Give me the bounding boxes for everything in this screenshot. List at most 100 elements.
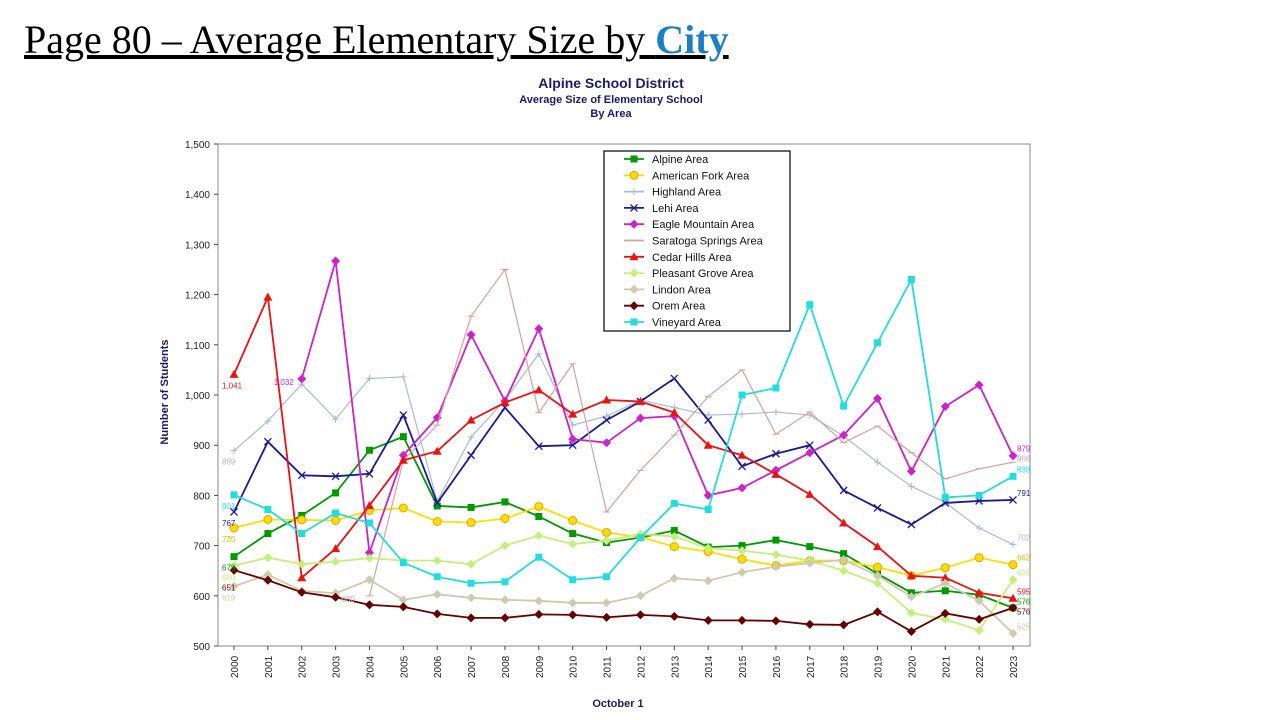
data-point — [635, 591, 645, 601]
data-point — [399, 433, 407, 441]
legend-entry: Lindon Area — [652, 284, 712, 296]
data-point — [331, 544, 341, 553]
x-tick-label: 2008 — [501, 655, 512, 678]
data-point — [500, 595, 510, 605]
data-point — [263, 570, 273, 580]
x-tick-label: 2011 — [603, 656, 614, 678]
data-point — [229, 581, 239, 591]
city-link[interactable]: City — [655, 17, 729, 62]
data-point — [399, 559, 407, 567]
data-point — [873, 503, 882, 512]
legend-entry: Eagle Mountain Area — [652, 219, 755, 231]
series-line — [233, 293, 1014, 600]
data-point — [229, 369, 239, 378]
data-point — [806, 301, 814, 309]
chart-subtitle: Average Size of Elementary School — [519, 94, 703, 106]
x-tick-label: 2020 — [907, 655, 918, 678]
data-point — [738, 391, 746, 399]
data-point — [263, 292, 273, 301]
data-point — [670, 499, 678, 507]
data-point — [629, 268, 639, 278]
data-point — [873, 607, 883, 617]
data-point — [568, 539, 578, 549]
data-point — [630, 155, 638, 163]
data-point — [635, 413, 645, 423]
data-point — [365, 374, 373, 382]
legend-entry: Highland Area — [652, 187, 722, 199]
data-point — [940, 402, 950, 412]
data-point — [907, 520, 916, 529]
data-point — [398, 602, 408, 612]
series-line — [233, 352, 1014, 546]
legend-entry: Lehi Area — [652, 203, 699, 215]
data-point — [569, 576, 577, 584]
data-point — [635, 610, 645, 620]
data-point — [805, 441, 814, 450]
y-tick-label: 800 — [193, 491, 210, 502]
data-point — [629, 284, 639, 294]
data-point — [805, 448, 815, 458]
data-point — [365, 469, 374, 478]
data-label: 595 — [1017, 587, 1031, 596]
data-point — [669, 573, 679, 583]
x-tick-label: 2014 — [704, 655, 715, 678]
data-point — [398, 503, 408, 513]
x-tick-label: 2010 — [569, 655, 580, 678]
data-point — [534, 609, 544, 619]
data-point — [603, 412, 611, 420]
data-point — [433, 498, 442, 507]
data-point — [602, 528, 612, 538]
data-point — [230, 491, 238, 499]
data-point — [332, 509, 340, 517]
data-label: 1,032 — [274, 378, 295, 387]
x-tick-label: 2018 — [840, 655, 851, 678]
chart-title: Alpine School District — [538, 75, 684, 91]
data-point — [399, 411, 408, 420]
data-point — [1008, 451, 1018, 461]
data-point — [399, 373, 407, 381]
data-point — [772, 384, 780, 392]
data-point — [331, 592, 341, 602]
series-lindon-area — [229, 555, 1018, 638]
data-point — [940, 578, 950, 588]
data-point — [703, 615, 713, 625]
data-point — [432, 517, 442, 527]
data-point — [974, 596, 984, 606]
data-point — [635, 397, 645, 406]
data-point — [535, 512, 543, 520]
data-point — [873, 542, 883, 551]
data-point — [737, 567, 747, 577]
data-point — [941, 587, 949, 595]
slide-title: Page 80 – Average Elementary Size by Cit… — [24, 16, 729, 63]
x-tick-label: 2006 — [433, 655, 444, 678]
data-point — [1008, 575, 1018, 585]
data-point — [298, 511, 306, 519]
data-point — [534, 501, 544, 511]
data-point — [975, 524, 983, 532]
data-point — [839, 430, 849, 440]
data-point — [874, 458, 882, 466]
data-point — [364, 553, 374, 563]
data-point — [534, 531, 544, 541]
data-point — [703, 576, 713, 586]
data-point — [264, 530, 272, 538]
data-point — [738, 542, 746, 550]
legend-entry: Saratoga Springs Area — [652, 236, 764, 248]
data-point — [500, 513, 510, 523]
data-label: 660 — [222, 574, 236, 583]
data-point — [500, 613, 510, 623]
legend-entry: Orem Area — [652, 301, 706, 313]
series-line — [233, 533, 1014, 632]
data-point — [629, 301, 639, 311]
data-point — [568, 409, 578, 418]
data-point — [466, 593, 476, 603]
data-point — [771, 469, 781, 478]
y-tick-label: 900 — [193, 441, 210, 452]
data-point — [704, 416, 713, 425]
data-label: 767 — [222, 519, 236, 528]
data-point — [629, 170, 639, 180]
data-point — [263, 514, 273, 524]
data-point — [230, 508, 238, 516]
data-point — [364, 575, 374, 585]
data-point — [873, 578, 883, 588]
